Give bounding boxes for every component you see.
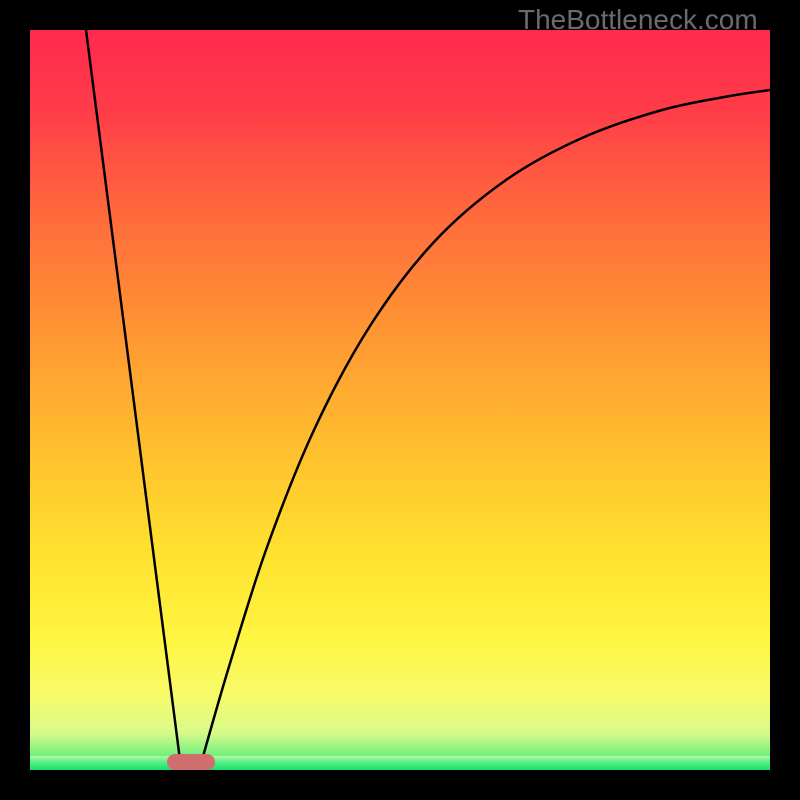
watermark-text: TheBottleneck.com — [518, 4, 758, 36]
green-baseline-band — [30, 756, 770, 770]
min-marker — [167, 754, 215, 770]
heat-gradient — [30, 30, 770, 770]
chart-background — [30, 30, 770, 770]
chart-stage: TheBottleneck.com — [0, 0, 800, 800]
